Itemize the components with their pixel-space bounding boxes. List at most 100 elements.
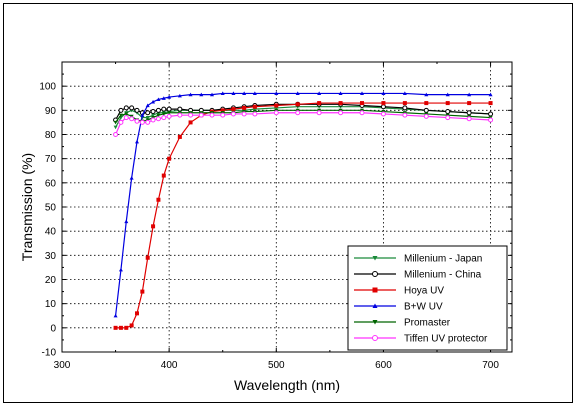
data-point	[242, 105, 247, 110]
data-point	[177, 106, 183, 112]
data-point	[135, 139, 139, 144]
data-point	[124, 112, 129, 116]
legend-swatch-marker	[372, 271, 378, 277]
data-point	[317, 101, 322, 106]
data-point	[338, 101, 343, 106]
x-tick-label: 700	[482, 360, 499, 371]
data-point	[113, 125, 118, 130]
series-2	[113, 101, 493, 330]
data-point	[252, 91, 257, 96]
y-tick-label: 100	[39, 82, 56, 93]
data-point	[274, 103, 279, 108]
x-axis-title: Wavelength (nm)	[234, 377, 340, 393]
data-point	[241, 111, 247, 117]
legend-swatch-marker	[372, 320, 378, 325]
data-point	[273, 110, 279, 116]
data-point	[230, 111, 236, 117]
data-point	[140, 289, 145, 294]
data-point	[209, 112, 215, 118]
data-point	[151, 113, 156, 118]
y-tick-label: 20	[45, 275, 57, 286]
data-point	[252, 104, 257, 109]
y-tick-label: 40	[45, 227, 57, 238]
data-point	[231, 91, 236, 96]
data-point	[252, 111, 258, 117]
data-point	[156, 113, 161, 118]
data-point	[316, 110, 322, 116]
legend-label: Tiffen UV protector	[404, 334, 488, 345]
data-point	[118, 267, 123, 272]
series-line	[115, 112, 491, 135]
data-point	[466, 116, 472, 122]
data-point	[381, 101, 386, 106]
data-point	[113, 313, 118, 318]
data-point	[295, 102, 300, 107]
data-point	[118, 119, 124, 125]
legend: Millenium - Japan Millenium - China Hoya U…	[347, 245, 508, 351]
y-tick-label: 70	[45, 154, 57, 165]
data-point	[145, 119, 151, 125]
data-point	[151, 99, 156, 104]
data-point	[360, 91, 364, 96]
y-tick-label: 30	[45, 251, 57, 262]
series-5	[113, 110, 494, 137]
data-point	[166, 106, 172, 112]
x-tick-label: 500	[268, 360, 285, 371]
data-point	[145, 103, 150, 108]
legend-label: Hoya UV	[404, 286, 444, 297]
data-point	[199, 92, 204, 97]
data-point	[402, 105, 408, 111]
data-point	[134, 107, 140, 113]
data-point	[123, 105, 129, 111]
data-point	[445, 92, 450, 97]
data-point	[145, 255, 150, 260]
data-point	[177, 134, 182, 139]
data-point	[188, 120, 193, 125]
data-point	[124, 325, 129, 330]
legend-label: Promaster	[404, 318, 451, 329]
data-point	[155, 107, 161, 113]
series-line	[115, 102, 491, 329]
data-point	[488, 117, 494, 123]
data-point	[150, 109, 156, 115]
data-point	[488, 92, 493, 97]
y-tick-label: 90	[45, 106, 57, 117]
legend-box	[347, 245, 508, 351]
data-point	[139, 119, 145, 125]
data-point	[145, 115, 150, 120]
data-point	[317, 91, 322, 96]
data-point	[220, 112, 226, 118]
y-tick-label: 80	[45, 130, 57, 141]
data-point	[161, 115, 167, 121]
data-point	[188, 92, 193, 97]
data-point	[134, 118, 140, 124]
data-point	[242, 91, 247, 96]
series-group	[113, 91, 494, 330]
data-point	[402, 91, 407, 96]
data-point	[161, 112, 166, 116]
data-point	[274, 91, 279, 96]
data-point	[338, 91, 343, 96]
legend-swatch-marker	[372, 256, 378, 261]
data-point	[118, 325, 123, 330]
data-point	[445, 101, 450, 106]
legend-label: B+W UV	[404, 302, 443, 313]
data-point	[220, 91, 225, 96]
data-point	[161, 173, 166, 178]
data-point	[118, 107, 124, 113]
data-point	[124, 219, 129, 224]
data-point	[198, 112, 204, 118]
data-point	[210, 92, 214, 97]
data-point	[151, 224, 156, 229]
data-point	[445, 115, 451, 121]
data-point	[140, 113, 145, 117]
data-point	[113, 120, 118, 125]
legend-swatch-marker	[372, 303, 378, 308]
data-point	[380, 111, 386, 117]
y-tick-label: -10	[42, 348, 57, 359]
y-tick-label: 60	[45, 178, 57, 189]
y-axis-title: Transmission (%)	[19, 153, 35, 261]
data-point	[167, 156, 172, 161]
data-point	[467, 101, 472, 106]
